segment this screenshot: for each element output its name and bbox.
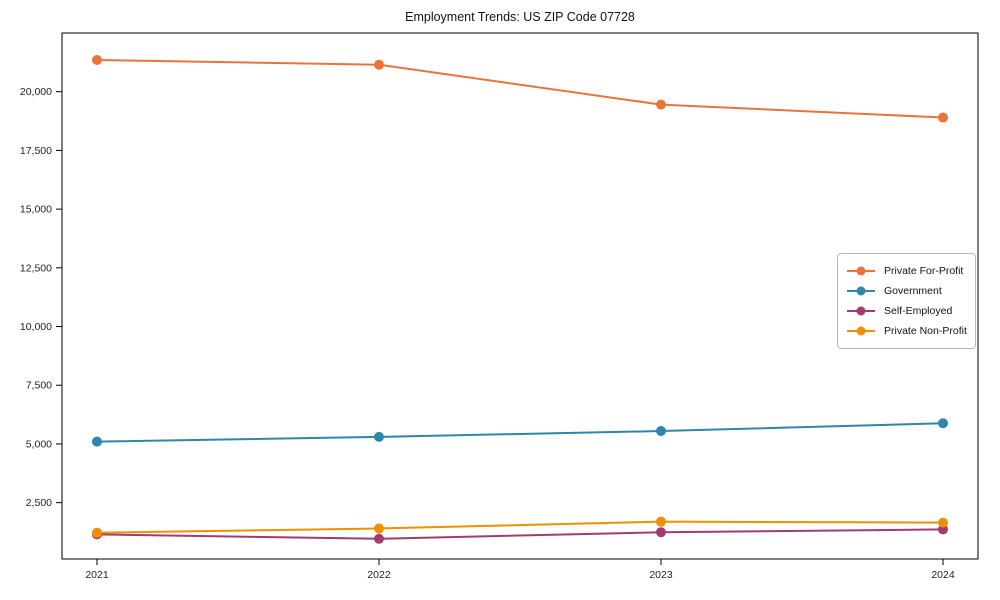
- data-point-private-for-profit: [374, 59, 384, 70]
- y-tick-label: 15,000: [20, 204, 52, 216]
- axes-frame: [61, 32, 979, 560]
- data-point-government: [938, 418, 948, 429]
- x-tick-label: 2021: [85, 569, 109, 581]
- y-tick-label: 5,000: [26, 438, 52, 450]
- data-point-self-employed: [656, 527, 666, 538]
- data-point-self-employed: [374, 533, 384, 544]
- series-line-private-for-profit: [96, 59, 944, 119]
- data-point-government: [656, 426, 666, 437]
- data-point-government: [374, 431, 384, 442]
- y-tick-label: 20,000: [20, 86, 52, 98]
- legend-marker-government: [847, 286, 875, 296]
- y-tick-label: 7,500: [26, 380, 52, 392]
- legend-marker-private-for-profit: [847, 266, 875, 276]
- x-tick-label: 2023: [649, 569, 673, 581]
- data-point-private-for-profit: [938, 112, 948, 123]
- series-line-self-employed: [96, 528, 944, 540]
- data-point-government: [92, 436, 102, 447]
- legend-entry-private-for-profit: Private For-Profit: [846, 261, 967, 281]
- legend-label-private-for-profit: Private For-Profit: [884, 265, 964, 277]
- y-tick-label: 17,500: [20, 145, 52, 157]
- chart-title: Employment Trends: US ZIP Code 07728: [405, 10, 635, 24]
- series-line-private-non-profit: [96, 520, 944, 534]
- data-point-private-non-profit: [374, 523, 384, 534]
- x-tick-label: 2022: [367, 569, 391, 581]
- y-tick-label: 2,500: [26, 497, 52, 509]
- legend-entry-private-non-profit: Private Non-Profit: [846, 321, 967, 341]
- x-tick-label: 2024: [931, 569, 955, 581]
- legend-entry-government: Government: [846, 281, 967, 301]
- data-point-private-for-profit: [656, 99, 666, 110]
- legend-marker-self-employed: [847, 306, 875, 316]
- legend-entry-self-employed: Self-Employed: [846, 301, 967, 321]
- legend: Private For-Profit Government Self-Employe…: [837, 253, 976, 349]
- data-point-private-for-profit: [92, 55, 102, 66]
- legend-label-self-employed: Self-Employed: [884, 305, 953, 317]
- data-point-private-non-profit: [656, 516, 666, 527]
- y-tick-label: 12,500: [20, 262, 52, 274]
- legend-marker-private-non-profit: [847, 326, 875, 336]
- series-line-government: [96, 422, 944, 443]
- legend-label-government: Government: [884, 285, 942, 297]
- data-point-private-non-profit: [938, 517, 948, 528]
- legend-label-private-non-profit: Private Non-Profit: [884, 325, 967, 337]
- y-tick-label: 10,000: [20, 321, 52, 333]
- data-point-private-non-profit: [92, 527, 102, 538]
